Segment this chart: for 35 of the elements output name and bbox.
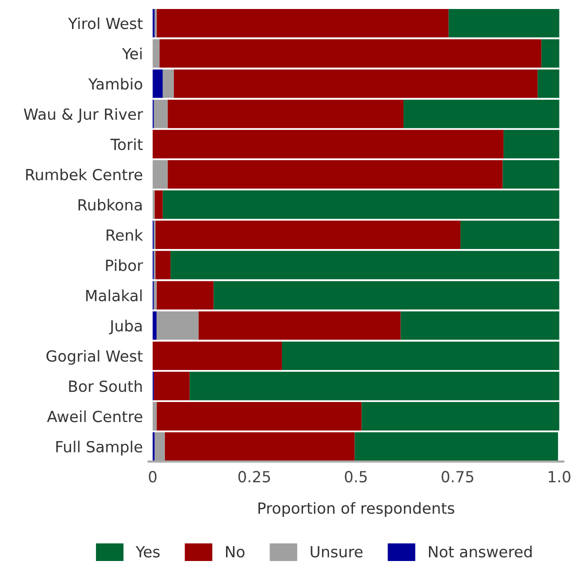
legend-label: Unsure (310, 546, 362, 558)
y-tick-label: Rumbek Centre (26, 168, 142, 180)
y-tick-label: Juba (109, 320, 142, 334)
bar (152, 311, 157, 340)
bar (164, 432, 355, 461)
y-tick-label: Yirol West (68, 17, 143, 30)
y-tick-label: Wau & Jur River (24, 108, 144, 123)
y-tick-label: Gogrial West (46, 350, 143, 365)
bar (156, 402, 362, 430)
x-tick-label: 0.25 (238, 470, 270, 482)
bar (152, 160, 168, 189)
y-tick-label: Yei (122, 48, 142, 60)
y-tick-label: Full Sample (56, 440, 142, 456)
x-axis-title: Proportion of respondents (258, 502, 454, 517)
y-tick-label: Bor South (69, 380, 142, 392)
bar (190, 372, 560, 400)
x-tick-label: 0.5 (344, 470, 367, 482)
y-tick-label: Renk (106, 229, 144, 241)
y-tick-label: Yambio (88, 78, 142, 90)
x-tick-label: 1.0 (548, 470, 570, 482)
y-tick-label: Rubkona (78, 198, 142, 211)
bar (156, 311, 199, 340)
legend-label: Not answered (428, 546, 532, 558)
legend-label: No (226, 546, 244, 558)
legend-label: Yes (136, 546, 160, 558)
x-tick-label: 0.75 (442, 470, 474, 482)
bar (362, 402, 560, 430)
y-tick-label: Malakal (86, 290, 142, 302)
y-tick-label: Aweil Centre (47, 410, 142, 422)
y-tick-label: Torit (110, 138, 143, 150)
bar (354, 432, 558, 461)
x-tick-label: 0 (148, 470, 157, 482)
bar (152, 402, 157, 430)
y-tick-label: Pibor (106, 259, 144, 272)
bar (154, 372, 190, 400)
